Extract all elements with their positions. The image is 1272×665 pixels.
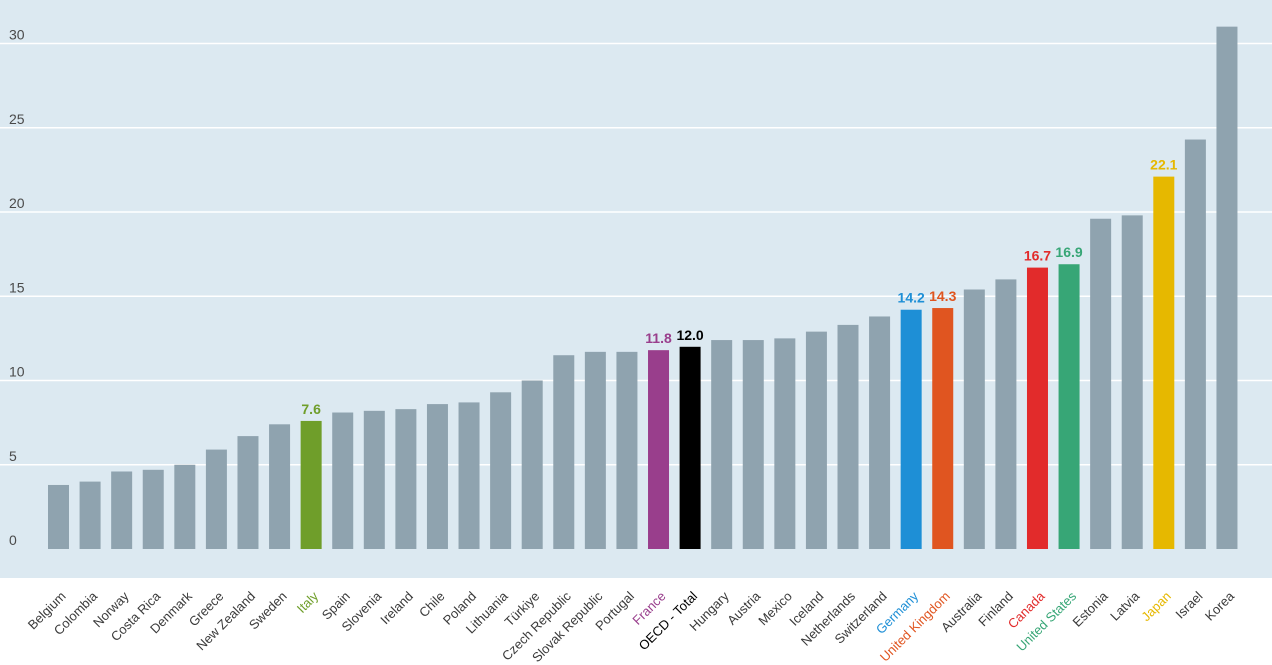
x-tick-label-ireland: Ireland bbox=[377, 589, 416, 628]
bar-mexico bbox=[774, 338, 796, 549]
bar-ireland bbox=[395, 409, 417, 549]
bar-france bbox=[648, 350, 670, 549]
value-label-france: 11.8 bbox=[645, 330, 672, 346]
bar-estonia bbox=[1090, 218, 1112, 550]
bar-iceland bbox=[805, 331, 827, 549]
bar-australia bbox=[963, 289, 985, 549]
bar-chile bbox=[426, 404, 448, 549]
bar-greece bbox=[205, 449, 227, 549]
bar-belgium bbox=[48, 484, 69, 549]
bar-poland bbox=[458, 402, 480, 549]
bar-finland bbox=[995, 279, 1017, 549]
value-label-oecd-total: 12.0 bbox=[676, 327, 703, 343]
bar-sweden bbox=[269, 424, 291, 549]
x-tick-label-israel: Israel bbox=[1172, 588, 1205, 621]
bar-canada bbox=[1026, 267, 1048, 549]
y-tick-label: 30 bbox=[9, 27, 25, 43]
value-label-united-states: 16.9 bbox=[1055, 244, 1082, 260]
bar-israel bbox=[1184, 139, 1206, 550]
bars bbox=[48, 26, 1238, 550]
x-tick-label-estonia: Estonia bbox=[1069, 588, 1111, 630]
y-tick-label: 5 bbox=[9, 448, 17, 464]
value-label-italy: 7.6 bbox=[301, 401, 321, 417]
bar-netherlands bbox=[837, 324, 859, 549]
value-label-germany: 14.2 bbox=[898, 290, 925, 306]
value-label-united-kingdom: 14.3 bbox=[929, 288, 956, 304]
bar-slovak-republic bbox=[584, 351, 606, 549]
x-tick-label-japan: Japan bbox=[1138, 589, 1174, 625]
x-tick-label-austria: Austria bbox=[724, 588, 764, 628]
bar-czech-republic bbox=[553, 355, 575, 549]
bar-japan bbox=[1153, 176, 1175, 550]
y-axis: 0 5 10 15 20 25 30 bbox=[9, 27, 25, 549]
bar-t-rkiye bbox=[521, 380, 543, 549]
x-tick-label-italy: Italy bbox=[294, 588, 322, 616]
y-tick-label: 20 bbox=[9, 195, 25, 211]
bar-colombia bbox=[79, 481, 101, 549]
x-tick-label-latvia: Latvia bbox=[1107, 588, 1143, 624]
bar-oecd-total bbox=[679, 346, 701, 549]
bar-switzerland bbox=[869, 316, 891, 549]
value-label-canada: 16.7 bbox=[1024, 248, 1051, 264]
bar-latvia bbox=[1121, 215, 1143, 549]
y-tick-label: 15 bbox=[9, 279, 25, 295]
bar-slovenia bbox=[363, 410, 385, 549]
bar-costa-rica bbox=[142, 469, 164, 549]
y-tick-label: 10 bbox=[9, 364, 25, 380]
x-tick-label-mexico: Mexico bbox=[755, 589, 795, 629]
y-tick-label: 25 bbox=[9, 111, 25, 127]
bar-portugal bbox=[616, 351, 638, 549]
bar-new-zealand bbox=[237, 436, 259, 549]
y-tick-label: 0 bbox=[9, 532, 17, 548]
bar-spain bbox=[332, 412, 354, 549]
bar-germany bbox=[900, 309, 922, 549]
bar-denmark bbox=[174, 464, 196, 549]
bar-united-states bbox=[1058, 264, 1080, 549]
value-label-japan: 22.1 bbox=[1150, 157, 1177, 173]
value-labels: 7.6 11.8 12.0 14.2 14.3 16.7 16.9 22.1 bbox=[301, 157, 1177, 417]
bar-united-kingdom bbox=[932, 308, 954, 549]
bar-italy bbox=[300, 420, 322, 549]
bar-lithuania bbox=[490, 392, 512, 549]
bar-korea bbox=[1216, 26, 1238, 549]
x-tick-label-korea: Korea bbox=[1202, 588, 1238, 624]
bar-hungary bbox=[711, 340, 733, 549]
bar-austria bbox=[742, 340, 764, 549]
bar-norway bbox=[111, 471, 133, 549]
